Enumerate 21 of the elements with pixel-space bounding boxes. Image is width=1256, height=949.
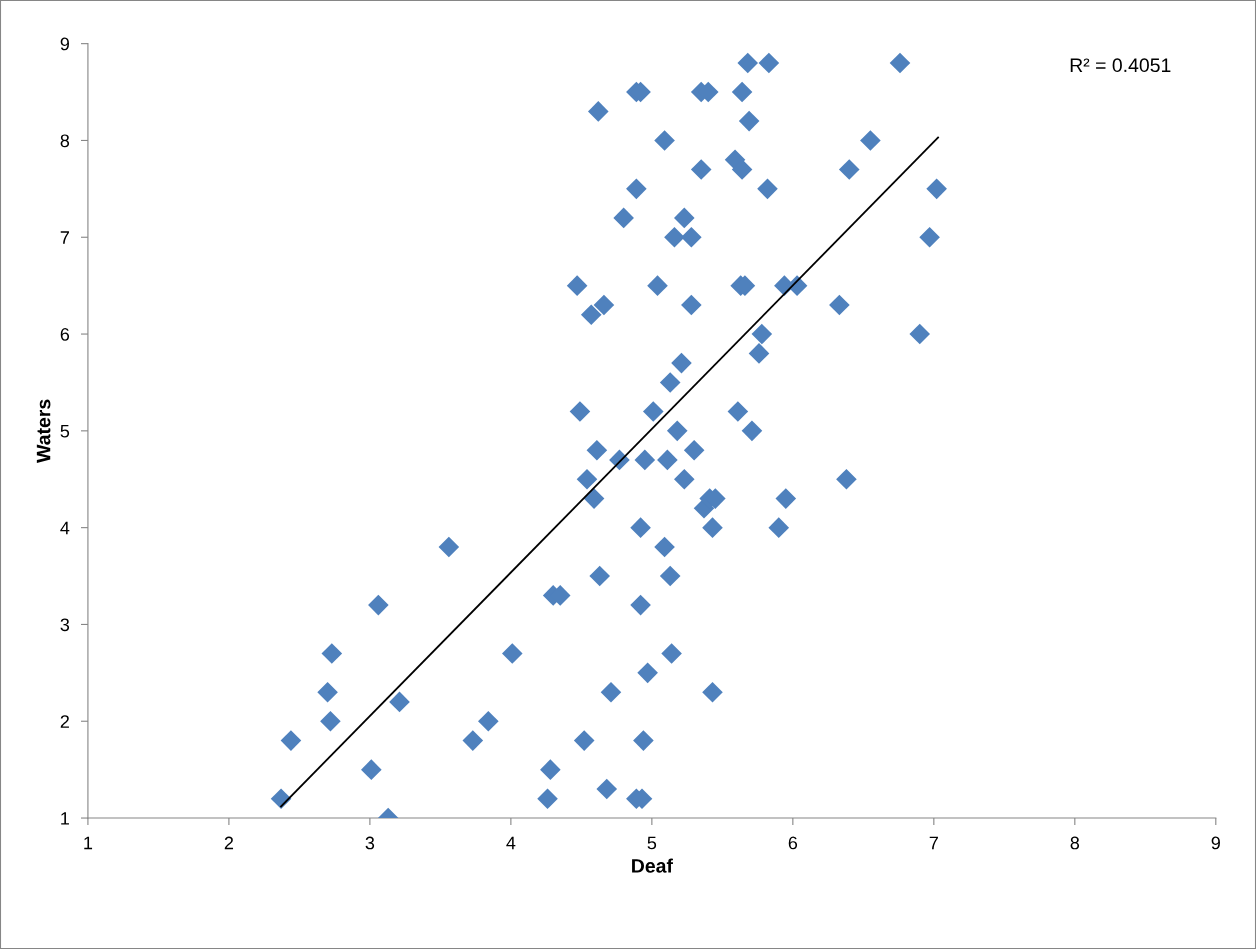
x-tick-label: 8 — [1070, 836, 1080, 850]
x-tick-label: 4 — [506, 836, 516, 850]
x-tick-label: 7 — [929, 836, 938, 850]
y-tick-label: 3 — [60, 618, 70, 632]
y-tick-label: 4 — [60, 521, 70, 535]
x-axis-title: Deaf — [632, 858, 673, 873]
x-tick-label: 3 — [365, 836, 375, 850]
y-axis-title: Waters — [36, 399, 51, 463]
x-tick-label: 2 — [224, 836, 234, 850]
y-tick-label: 5 — [60, 424, 70, 438]
x-tick-label: 6 — [788, 836, 798, 850]
y-tick-label: 1 — [61, 812, 69, 825]
y-tick-label: 9 — [60, 37, 70, 51]
x-tick-label: 5 — [647, 836, 657, 850]
x-tick-label: 1 — [84, 836, 93, 850]
y-tick-label: 8 — [60, 134, 70, 148]
y-tick-label: 7 — [60, 231, 69, 244]
y-tick-label: 2 — [60, 715, 69, 728]
y-tick-label: 6 — [60, 327, 70, 341]
x-tick-label: 9 — [1211, 836, 1220, 850]
annotation: R² = 0.4051 — [1070, 58, 1171, 73]
